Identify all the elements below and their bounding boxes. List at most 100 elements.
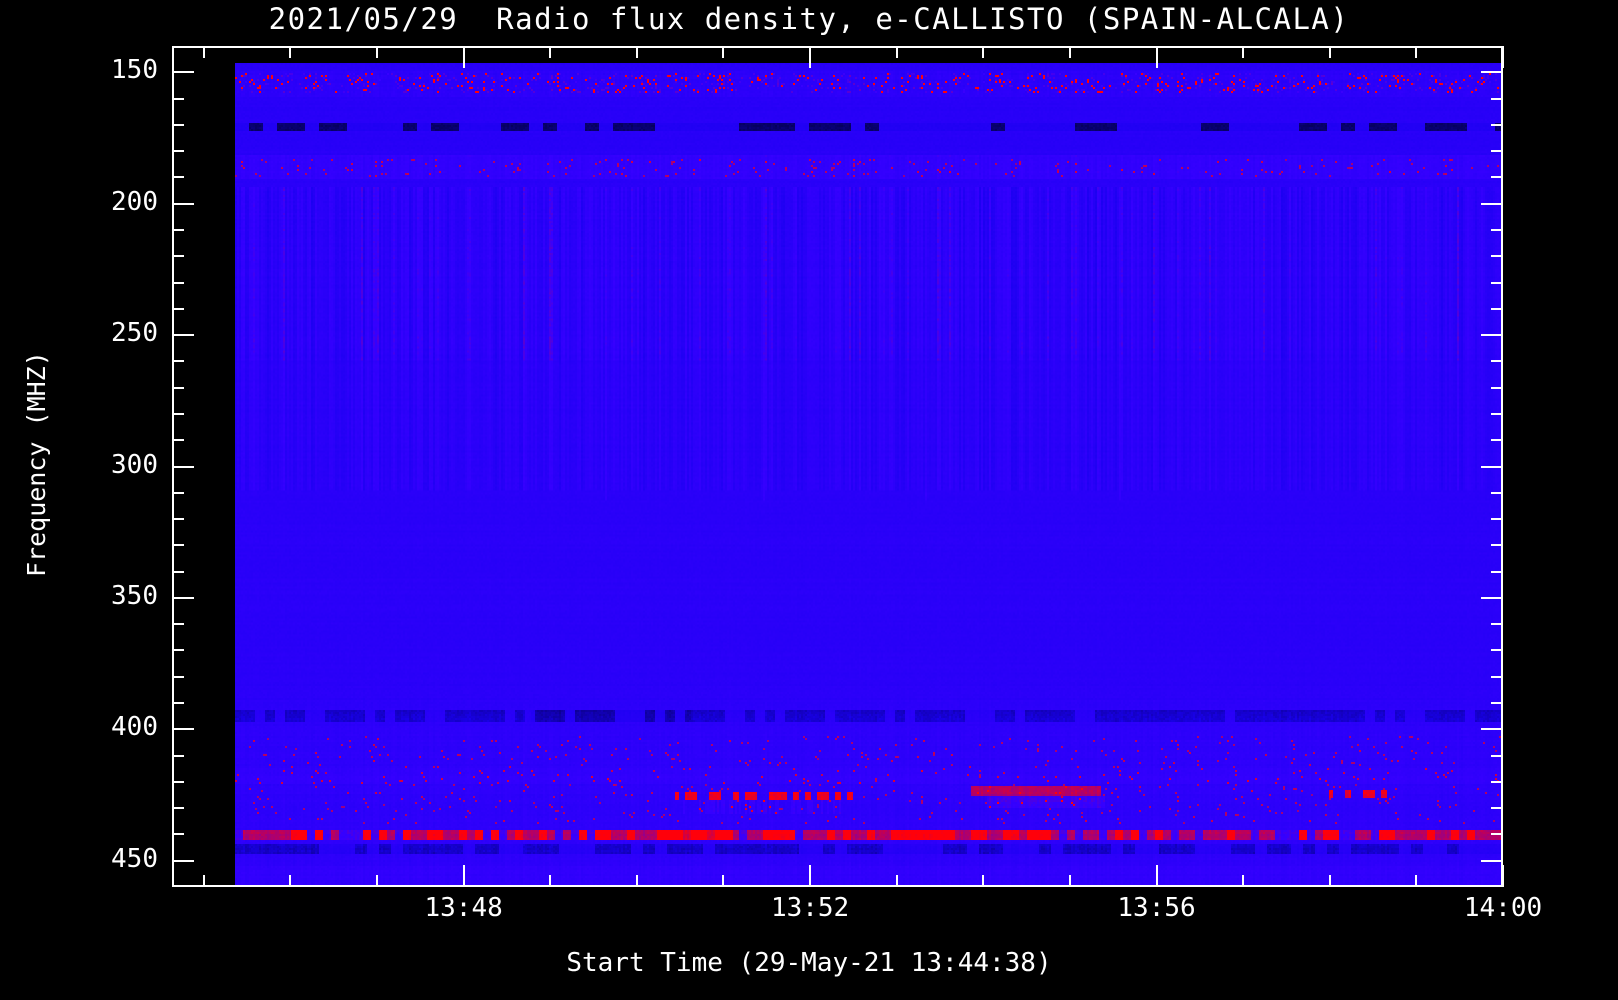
x-tick-label: 14:00 xyxy=(1463,893,1543,923)
y-tick-label: 300 xyxy=(111,449,158,480)
y-tick-minor-right xyxy=(1491,544,1503,547)
y-tick-label: 350 xyxy=(111,580,158,611)
y-tick-minor-right xyxy=(1491,518,1503,521)
spectrogram-image xyxy=(235,63,1503,886)
x-tick-minor xyxy=(1242,875,1245,887)
x-axis-title: Start Time (29-May-21 13:44:38) xyxy=(566,948,1052,978)
y-tick-minor xyxy=(172,360,184,363)
y-tick-minor-right xyxy=(1491,97,1503,100)
y-tick-label: 250 xyxy=(111,318,158,349)
y-tick-minor xyxy=(172,307,184,310)
y-tick-minor-right xyxy=(1491,228,1503,231)
x-tick-minor-top xyxy=(635,46,638,58)
y-tick-major-right xyxy=(1481,334,1503,337)
y-tick-minor xyxy=(172,780,184,783)
y-tick-minor-right xyxy=(1491,386,1503,389)
y-tick-major xyxy=(172,71,194,74)
y-tick-minor xyxy=(172,281,184,284)
figure-title: 2021/05/29 Radio flux density, e-CALLIST… xyxy=(268,2,1350,36)
y-tick-minor xyxy=(172,228,184,231)
y-tick-minor-right xyxy=(1491,675,1503,678)
y-tick-minor xyxy=(172,833,184,836)
x-tick-minor-top xyxy=(289,46,292,58)
x-tick-label: 13:48 xyxy=(424,893,503,923)
y-tick-major xyxy=(172,334,194,337)
x-tick-major xyxy=(462,865,465,887)
y-tick-minor-right xyxy=(1491,123,1503,126)
y-tick-minor xyxy=(172,518,184,521)
x-tick-minor xyxy=(635,875,638,887)
y-tick-minor-right xyxy=(1491,780,1503,783)
x-tick-minor-top xyxy=(549,46,552,58)
y-tick-major-right xyxy=(1481,71,1503,74)
y-tick-minor-right xyxy=(1491,150,1503,153)
x-tick-minor-top xyxy=(202,46,205,58)
x-tick-major xyxy=(809,865,812,887)
y-tick-major xyxy=(172,728,194,731)
y-tick-minor xyxy=(172,491,184,494)
x-tick-minor xyxy=(202,875,205,887)
x-tick-minor-top xyxy=(895,46,898,58)
y-tick-minor xyxy=(172,807,184,810)
y-tick-minor xyxy=(172,123,184,126)
x-tick-minor xyxy=(549,875,552,887)
x-tick-minor xyxy=(722,875,725,887)
y-tick-minor xyxy=(172,702,184,705)
y-tick-minor xyxy=(172,176,184,179)
y-tick-minor xyxy=(172,544,184,547)
y-tick-major xyxy=(172,859,194,862)
x-tick-minor xyxy=(895,875,898,887)
y-tick-minor-right xyxy=(1491,255,1503,258)
y-tick-minor-right xyxy=(1491,360,1503,363)
y-tick-major xyxy=(172,596,194,599)
y-tick-minor xyxy=(172,150,184,153)
y-tick-label: 150 xyxy=(111,55,158,86)
y-tick-major-right xyxy=(1481,728,1503,731)
x-tick-label: 13:56 xyxy=(1117,893,1196,923)
x-tick-minor-top xyxy=(1328,46,1331,58)
y-tick-minor-right xyxy=(1491,439,1503,442)
y-tick-major-right xyxy=(1481,465,1503,468)
x-tick-minor-top xyxy=(722,46,725,58)
y-tick-minor-right xyxy=(1491,754,1503,757)
x-tick-label: 13:52 xyxy=(770,893,850,923)
x-tick-minor xyxy=(982,875,985,887)
y-tick-minor xyxy=(172,97,184,100)
y-tick-minor-right xyxy=(1491,412,1503,415)
y-tick-minor-right xyxy=(1491,702,1503,705)
y-tick-minor xyxy=(172,570,184,573)
y-tick-major-right xyxy=(1481,202,1503,205)
spectrogram-canvas xyxy=(235,63,1503,886)
x-tick-major-top xyxy=(462,46,465,68)
y-tick-minor xyxy=(172,649,184,652)
x-tick-minor xyxy=(376,875,379,887)
x-tick-minor-top xyxy=(982,46,985,58)
y-tick-minor xyxy=(172,439,184,442)
y-tick-minor-right xyxy=(1491,307,1503,310)
x-tick-minor xyxy=(1415,875,1418,887)
y-tick-label: 400 xyxy=(111,712,158,743)
y-tick-minor-right xyxy=(1491,281,1503,284)
x-tick-major-top xyxy=(809,46,812,68)
y-tick-major-right xyxy=(1481,859,1503,862)
y-tick-minor-right xyxy=(1491,649,1503,652)
plot-frame xyxy=(172,46,1503,887)
y-tick-major xyxy=(172,202,194,205)
y-tick-minor-right xyxy=(1491,833,1503,836)
x-tick-minor-top xyxy=(1242,46,1245,58)
y-tick-minor xyxy=(172,412,184,415)
x-tick-major xyxy=(1155,865,1158,887)
y-tick-minor xyxy=(172,386,184,389)
y-tick-minor-right xyxy=(1491,623,1503,626)
x-tick-minor xyxy=(1328,875,1331,887)
y-tick-minor-right xyxy=(1491,176,1503,179)
x-tick-major-top xyxy=(1155,46,1158,68)
y-tick-label: 200 xyxy=(111,186,158,217)
y-tick-major xyxy=(172,465,194,468)
y-tick-minor xyxy=(172,255,184,258)
y-tick-minor-right xyxy=(1491,491,1503,494)
x-tick-minor xyxy=(1068,875,1071,887)
y-tick-minor-right xyxy=(1491,570,1503,573)
x-tick-minor-top xyxy=(1415,46,1418,58)
